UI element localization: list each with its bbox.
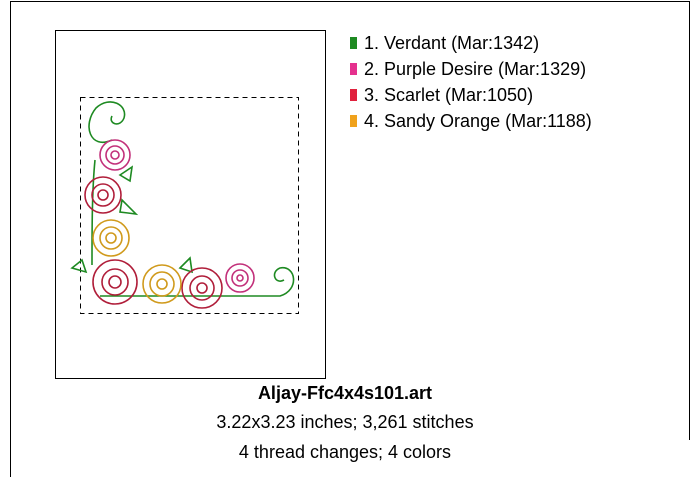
thread-swatch xyxy=(350,89,357,101)
thread-legend: 1. Verdant (Mar:1342) 2. Purple Desire (M… xyxy=(350,33,592,131)
embroidery-design xyxy=(70,101,295,309)
thread-label: 4. Sandy Orange (Mar:1188) xyxy=(364,111,592,131)
design-frame xyxy=(55,30,326,379)
design-size: 3.22x3.23 inches; 3,261 stitches xyxy=(216,412,473,432)
thread-label: 2. Purple Desire (Mar:1329) xyxy=(364,59,586,79)
thread-swatch xyxy=(350,37,357,49)
thread-swatch xyxy=(350,115,357,127)
hoop-outline xyxy=(80,97,299,314)
thread-label: 3. Scarlet (Mar:1050) xyxy=(364,85,533,105)
thread-label: 1. Verdant (Mar:1342) xyxy=(364,33,539,53)
design-colors: 4 thread changes; 4 colors xyxy=(239,442,451,462)
design-title: Aljay-Ffc4x4s101.art xyxy=(258,383,432,403)
thread-swatch xyxy=(350,63,357,75)
